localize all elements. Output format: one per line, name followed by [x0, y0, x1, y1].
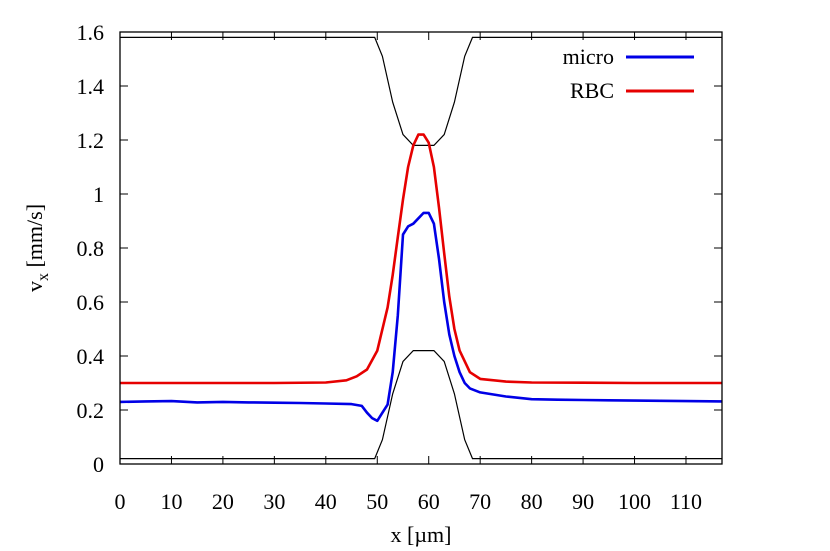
ticks-layer [119, 31, 722, 465]
y-axis-label: vx [mm/s] [22, 204, 52, 292]
series-layer [119, 133, 723, 423]
x-tick-label: 60 [418, 489, 440, 514]
x-axis-label: x [µm] [391, 522, 452, 547]
x-tick-label: 90 [572, 489, 594, 514]
y-tick-labels: 0 0.2 0.4 0.6 0.8 1 1.2 1.4 1.6 [77, 20, 105, 477]
legend-label-rbc: RBC [570, 78, 614, 103]
x-tick-labels: 0 10 20 30 40 50 60 70 80 90 100 110 [115, 489, 703, 514]
y-tick-label: 1 [93, 182, 104, 207]
series-line-micro [119, 211, 723, 423]
x-tick-label: 30 [263, 489, 285, 514]
x-tick-label: 80 [521, 489, 543, 514]
x-tick-label: 100 [618, 489, 651, 514]
y-tick-label: 0.2 [77, 398, 105, 423]
x-tick-label: 20 [212, 489, 234, 514]
y-tick-label: 1.2 [77, 128, 105, 153]
channel-geometry [120, 36, 722, 460]
y-tick-label: 1.4 [77, 74, 105, 99]
y-tick-label: 0.4 [77, 344, 105, 369]
y-tick-label: 1.6 [77, 20, 105, 45]
x-tick-label: 70 [469, 489, 491, 514]
y-tick-label: 0.6 [77, 290, 105, 315]
series-line-rbc [120, 133, 722, 385]
legend: micro RBC [563, 44, 694, 103]
y-tick-label: 0 [93, 452, 104, 477]
x-tick-label: 50 [366, 489, 388, 514]
legend-label-micro: micro [563, 44, 614, 69]
y-tick-label: 0.8 [77, 236, 105, 261]
x-tick-label: 0 [115, 489, 126, 514]
plot-frame [119, 31, 723, 465]
channel-bottom-wall [120, 350, 722, 460]
channel-top-wall [120, 36, 722, 146]
x-tick-label: 110 [670, 489, 702, 514]
x-tick-label: 40 [315, 489, 337, 514]
x-tick-label: 10 [160, 489, 182, 514]
